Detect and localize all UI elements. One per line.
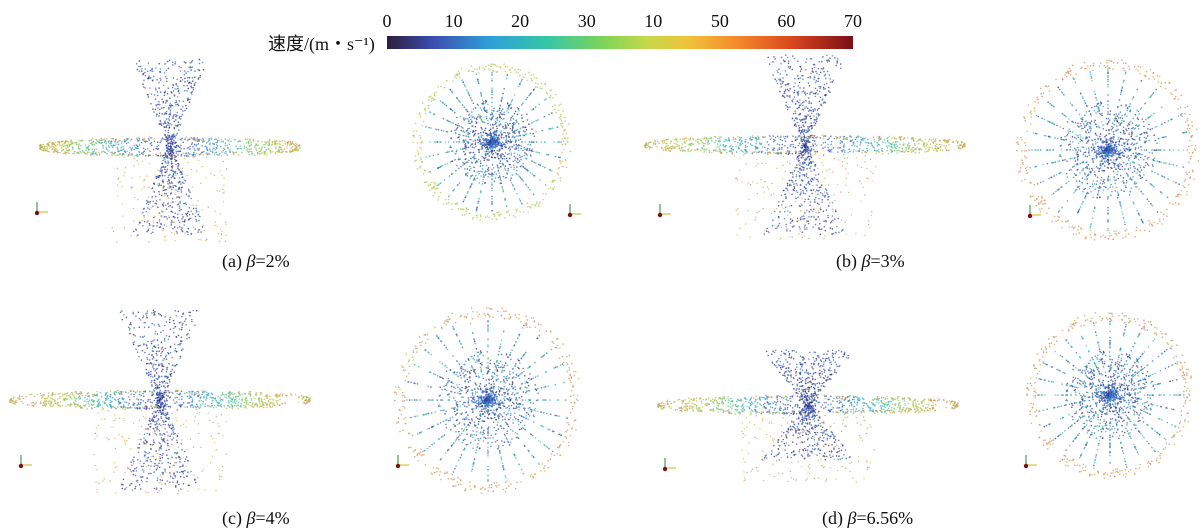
caption-a: (a) β=2% [222,251,290,271]
colorbar-tick-label: 50 [710,11,729,31]
axis-triad-icon [1027,205,1041,219]
colorbar-tick-label: 10 [444,11,463,31]
caption-d: (d) β=6.56% [822,508,914,528]
colorbar-tick-label: 30 [577,11,596,31]
colorbar-tick-label: 20 [511,11,530,31]
colorbar-tick-label: 0 [382,11,392,31]
axis-triad-icon [18,455,32,469]
colorbar-tick-label: 60 [777,11,796,31]
axis-triad-icon [34,202,48,216]
caption-b: (b) β=3% [836,251,905,271]
colorbar-tick-label: 70 [844,11,862,31]
axis-triad-icon [395,455,409,469]
caption-c: (c) β=4% [222,508,290,528]
colorbar-title: 速度/(m・s⁻¹) [268,34,375,54]
axis-triad-icon [1023,455,1037,469]
colorbar [387,36,853,49]
axis-triad-icon [662,458,676,472]
colorbar-tick-label: 10 [644,11,663,31]
axis-triad-icon [657,204,671,218]
axis-triad-icon [567,204,581,218]
